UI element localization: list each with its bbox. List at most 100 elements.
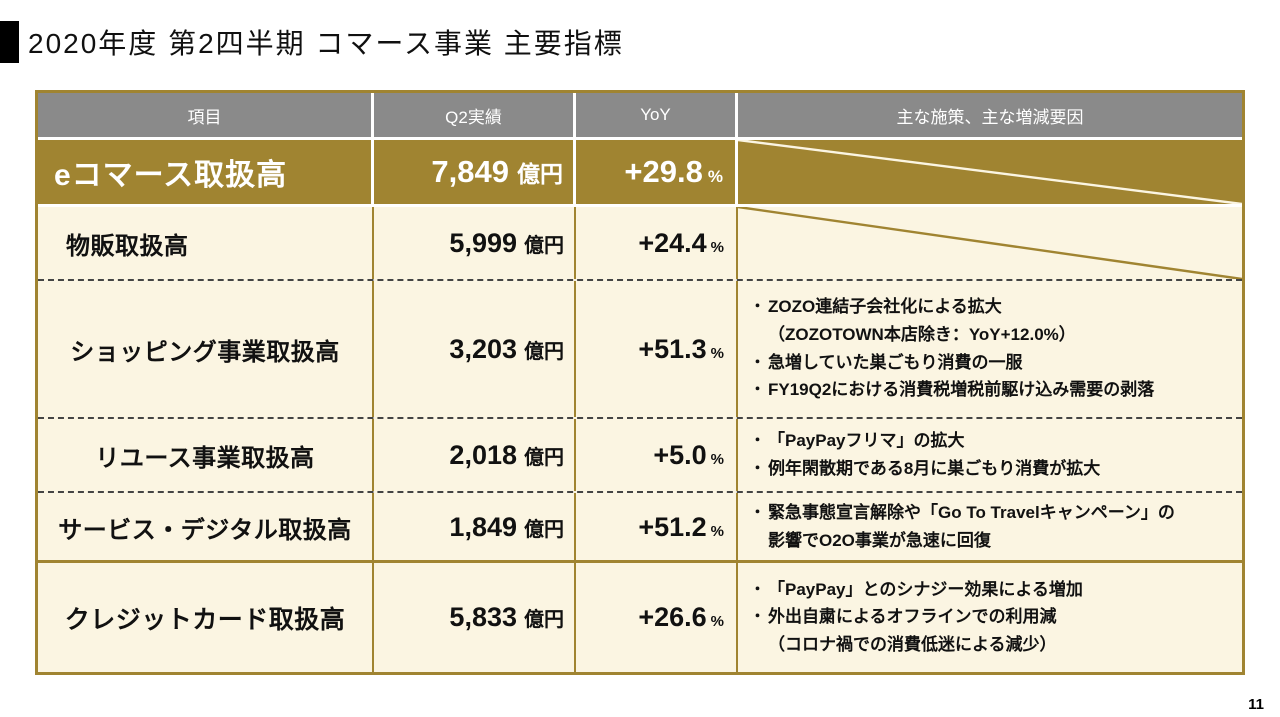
bullet-icon: ・ (750, 353, 766, 371)
item-label: リユース事業取扱高 (95, 444, 315, 472)
item-cell: eコマース取扱高 (38, 140, 374, 204)
item-cell: ショッピング事業取扱高 (38, 281, 374, 417)
value-unit: 億円 (524, 446, 564, 469)
note-line: ・ FY19Q2における消費税増税前駆け込み需要の剥落 (750, 378, 1234, 403)
note-text: （ZOZOTOWN本店除き：YoY+12.0%） (768, 324, 1076, 344)
na-diagonal-line (738, 140, 1242, 204)
value: 5,999 (449, 227, 517, 258)
yoy-unit: % (710, 238, 724, 256)
value-cell: 7,849 億円 (374, 140, 576, 204)
item-label: サービス・デジタル取扱高 (58, 516, 352, 544)
table-row-service-digital: サービス・デジタル取扱高 1,849 億円 +51.2% ・緊急事態宣言解除や「G… (38, 493, 1242, 563)
note-line: ・「PayPay」とのシナジー効果による増加 (750, 578, 1234, 603)
value: 5,833 (449, 602, 517, 632)
item-cell: 物販取扱高 (38, 207, 374, 279)
value: 1,849 (449, 511, 517, 542)
header-notes: 主な施策、主な増減要因 (896, 107, 1084, 127)
note-line: （コロナ禍での消費低迷による減少） (750, 633, 1234, 658)
value: 2,018 (449, 439, 517, 470)
table-row-ecommerce-total: eコマース取扱高 7,849 億円 +29.8% (38, 140, 1242, 207)
table-row-merchandise: 物販取扱高 5,999 億円 +24.4% (38, 207, 1242, 281)
item-label: ショッピング事業取扱高 (70, 338, 340, 366)
value-unit: 億円 (524, 340, 564, 363)
header-item: 項目 (38, 93, 374, 137)
header-yoy: YoY (576, 93, 738, 137)
note-text: 影響でO2O事業が急速に回復 (768, 530, 991, 550)
note-text: 例年閑散期である8月に巣ごもり消費が拡大 (768, 458, 1101, 478)
value-cell: 5,999 億円 (374, 207, 576, 279)
note-text: 緊急事態宣言解除や「Go To Travelキャンペーン」の (768, 503, 1175, 522)
note-text: 急増していた巣ごもり消費の一服 (768, 352, 1023, 372)
value-cell: 1,849 億円 (374, 493, 576, 562)
notes-cell: ・「PayPay」とのシナジー効果による増加 ・外出自粛によるオフラインでの利用… (738, 563, 1242, 672)
value-cell: 3,203 億円 (374, 281, 576, 417)
note-line: ・外出自粛によるオフラインでの利用減 (750, 605, 1234, 630)
value-unit: 億円 (517, 161, 563, 187)
na-diagonal-line (738, 207, 1242, 279)
yoy-value: +5.0 (653, 439, 707, 470)
bullet-icon: ・ (750, 580, 766, 598)
item-cell: クレジットカード取扱高 (38, 563, 374, 672)
table-header-row: 項目 Q2実績 YoY 主な施策、主な増減要因 (38, 93, 1242, 140)
table-row-shopping: ショッピング事業取扱高 3,203 億円 +51.3% ・ ZOZO連結子会社化によ… (38, 281, 1242, 419)
note-line: （ZOZOTOWN本店除き：YoY+12.0%） (750, 323, 1234, 348)
value-cell: 2,018 億円 (374, 419, 576, 491)
yoy-value: +26.6 (638, 602, 707, 632)
bullet-icon: ・ (750, 431, 766, 449)
table-row-reuse: リユース事業取扱高 2,018 億円 +5.0% ・「PayPayフリマ」の拡大 … (38, 419, 1242, 493)
note-text: ZOZO連結子会社化による拡大 (768, 297, 1002, 317)
yoy-cell: +51.3% (576, 281, 738, 417)
yoy-value: +51.3 (638, 333, 707, 364)
note-text: 外出自粛によるオフラインでの利用減 (768, 607, 1057, 627)
yoy-unit: % (710, 613, 724, 630)
yoy-cell: +24.4% (576, 207, 738, 279)
value-unit: 億円 (524, 518, 564, 541)
note-line: ・急増していた巣ごもり消費の一服 (750, 351, 1234, 376)
table-row-credit-card: クレジットカード取扱高 5,833 億円 +26.6% ・「PayPay」とのシナ… (38, 563, 1242, 672)
yoy-unit: % (707, 167, 723, 186)
yoy-value: +29.8 (624, 154, 703, 189)
item-label: eコマース取扱高 (54, 159, 288, 192)
yoy-unit: % (710, 344, 724, 362)
bullet-icon: ・ (750, 608, 766, 626)
yoy-value: +24.4 (638, 227, 707, 258)
page-title: 2020年度 第2四半期 コマース事業 主要指標 (28, 28, 624, 59)
note-line: ・ ZOZO連結子会社化による拡大 (750, 295, 1234, 320)
note-line: ・例年閑散期である8月に巣ごもり消費が拡大 (750, 457, 1234, 482)
note-text: 「PayPay」とのシナジー効果による増加 (768, 579, 1083, 599)
item-cell: サービス・デジタル取扱高 (38, 493, 374, 562)
notes-cell: ・ ZOZO連結子会社化による拡大 （ZOZOTOWN本店除き：YoY+12.0%… (738, 281, 1242, 417)
bullet-icon: ・ (750, 459, 766, 477)
slide-title-row: 2020年度 第2四半期 コマース事業 主要指標 (0, 20, 624, 64)
yoy-value: +51.2 (638, 511, 707, 542)
note-text: 「PayPayフリマ」の拡大 (768, 430, 965, 450)
notes-cell: ・緊急事態宣言解除や「Go To Travelキャンペーン」の 影響でO2O事業… (738, 493, 1242, 561)
item-cell: リユース事業取扱高 (38, 419, 374, 491)
bullet-icon: ・ (750, 298, 766, 316)
note-text: （コロナ禍での消費低迷による減少） (768, 634, 1057, 654)
yoy-unit: % (710, 450, 724, 468)
kpi-table: 項目 Q2実績 YoY 主な施策、主な増減要因 eコマース取扱高 7,849 億円… (35, 90, 1245, 675)
notes-cell: ・「PayPayフリマ」の拡大 ・例年閑散期である8月に巣ごもり消費が拡大 (738, 419, 1242, 491)
yoy-cell: +5.0% (576, 419, 738, 491)
bullet-icon: ・ (750, 504, 766, 521)
yoy-unit: % (710, 522, 724, 540)
header-q2-results: Q2実績 (374, 93, 576, 137)
note-text: FY19Q2における消費税増税前駆け込み需要の剥落 (768, 380, 1155, 400)
item-label: 物販取扱高 (66, 232, 189, 260)
value: 7,849 (431, 154, 509, 189)
yoy-cell: +29.8% (576, 140, 738, 204)
page-number: 11 (1248, 696, 1264, 713)
title-accent-bar (0, 21, 19, 63)
notes-cell-na (738, 140, 1242, 204)
value-unit: 億円 (524, 234, 564, 257)
value: 3,203 (449, 333, 517, 364)
notes-cell-na (738, 207, 1242, 279)
item-label: クレジットカード取扱高 (64, 605, 346, 634)
note-line: ・「PayPayフリマ」の拡大 (750, 429, 1234, 454)
value-unit: 億円 (524, 609, 564, 631)
bullet-icon: ・ (750, 381, 766, 399)
yoy-cell: +51.2% (576, 493, 738, 562)
note-line: ・緊急事態宣言解除や「Go To Travelキャンペーン」の (750, 501, 1234, 526)
note-line: 影響でO2O事業が急速に回復 (750, 529, 1234, 554)
